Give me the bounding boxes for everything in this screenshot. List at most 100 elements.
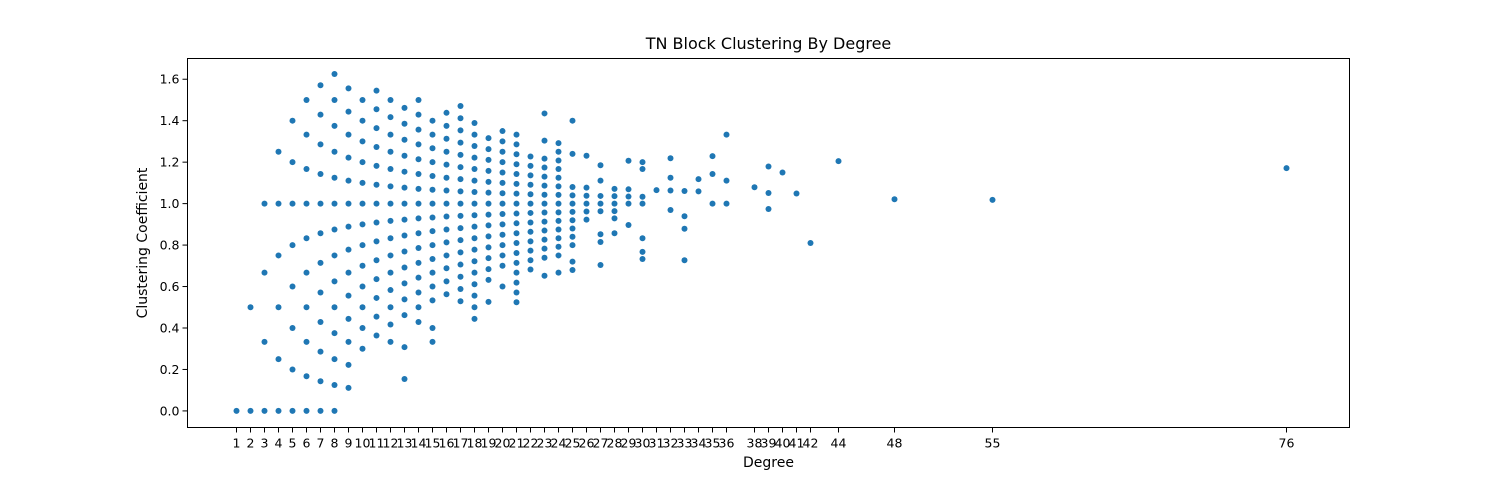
data-point (569, 242, 576, 249)
data-point (345, 131, 352, 138)
data-point (891, 196, 898, 203)
data-point (709, 200, 716, 207)
data-point (499, 159, 506, 166)
data-point (597, 177, 604, 184)
data-point (289, 242, 296, 249)
data-point (359, 200, 366, 207)
data-point (289, 366, 296, 373)
x-tick-label: 29 (621, 436, 637, 451)
data-point (373, 106, 380, 113)
data-point (471, 131, 478, 138)
y-tick-label: 1.6 (160, 72, 180, 87)
data-point (429, 159, 436, 166)
data-point (457, 261, 464, 268)
data-point (485, 233, 492, 240)
data-point (247, 304, 254, 311)
data-point (345, 315, 352, 322)
data-point (541, 182, 548, 189)
data-point (485, 200, 492, 207)
data-point (499, 262, 506, 269)
data-point (541, 209, 548, 216)
data-point (513, 151, 520, 158)
y-tick-label: 0.4 (160, 320, 180, 335)
data-point (499, 169, 506, 176)
x-tick-label: 17 (453, 436, 469, 451)
data-point (429, 145, 436, 152)
data-point (513, 170, 520, 177)
data-point (485, 255, 492, 262)
data-point (485, 135, 492, 142)
data-point (457, 151, 464, 158)
data-point (387, 96, 394, 103)
data-point (443, 135, 450, 142)
data-point (331, 304, 338, 311)
data-point (345, 292, 352, 299)
data-point (303, 304, 310, 311)
x-tick-label: 21 (509, 436, 525, 451)
data-point (331, 148, 338, 155)
data-point (289, 324, 296, 331)
data-point (569, 150, 576, 157)
x-tick-label: 20 (495, 436, 511, 451)
x-tick-label: 55 (985, 436, 1001, 451)
x-tick-label: 2 (247, 436, 255, 451)
data-point (583, 208, 590, 215)
data-point (373, 181, 380, 188)
data-point (569, 217, 576, 224)
data-point (317, 318, 324, 325)
y-tick-label: 1.2 (160, 155, 180, 170)
data-point (387, 338, 394, 345)
data-point (331, 71, 338, 78)
x-tick-label: 13 (397, 436, 413, 451)
data-point (359, 138, 366, 145)
data-point (415, 304, 422, 311)
x-tick-label: 16 (439, 436, 455, 451)
data-point (415, 289, 422, 296)
data-point (373, 87, 380, 94)
data-point (527, 172, 534, 179)
data-point (639, 255, 646, 262)
data-point (331, 174, 338, 181)
data-point (555, 140, 562, 147)
data-point (611, 208, 618, 215)
data-point (611, 200, 618, 207)
data-point (541, 164, 548, 171)
data-point (611, 185, 618, 192)
data-point (639, 193, 646, 200)
data-point (443, 174, 450, 181)
data-point (723, 131, 730, 138)
data-point (989, 196, 996, 203)
data-point (569, 258, 576, 265)
data-point (527, 181, 534, 188)
data-point (303, 338, 310, 345)
x-tick-label: 14 (411, 436, 427, 451)
data-point (471, 119, 478, 126)
data-point (401, 120, 408, 127)
data-point (317, 141, 324, 148)
data-point (415, 230, 422, 237)
data-point (471, 304, 478, 311)
data-point (835, 158, 842, 165)
data-point (443, 122, 450, 129)
data-point (695, 188, 702, 195)
data-point (401, 248, 408, 255)
data-point (261, 269, 268, 276)
data-point (471, 315, 478, 322)
data-point (555, 157, 562, 164)
x-tick-label: 23 (537, 436, 553, 451)
data-point (513, 289, 520, 296)
data-point (415, 141, 422, 148)
data-point (303, 373, 310, 380)
data-point (387, 183, 394, 190)
data-point (345, 223, 352, 230)
data-point (639, 200, 646, 207)
data-point (331, 200, 338, 207)
data-point (527, 266, 534, 273)
data-point (429, 200, 436, 207)
data-point (401, 184, 408, 191)
data-point (387, 131, 394, 138)
data-point (429, 283, 436, 290)
data-point (569, 233, 576, 240)
y-tick-label: 0.0 (160, 403, 180, 418)
data-point (289, 159, 296, 166)
